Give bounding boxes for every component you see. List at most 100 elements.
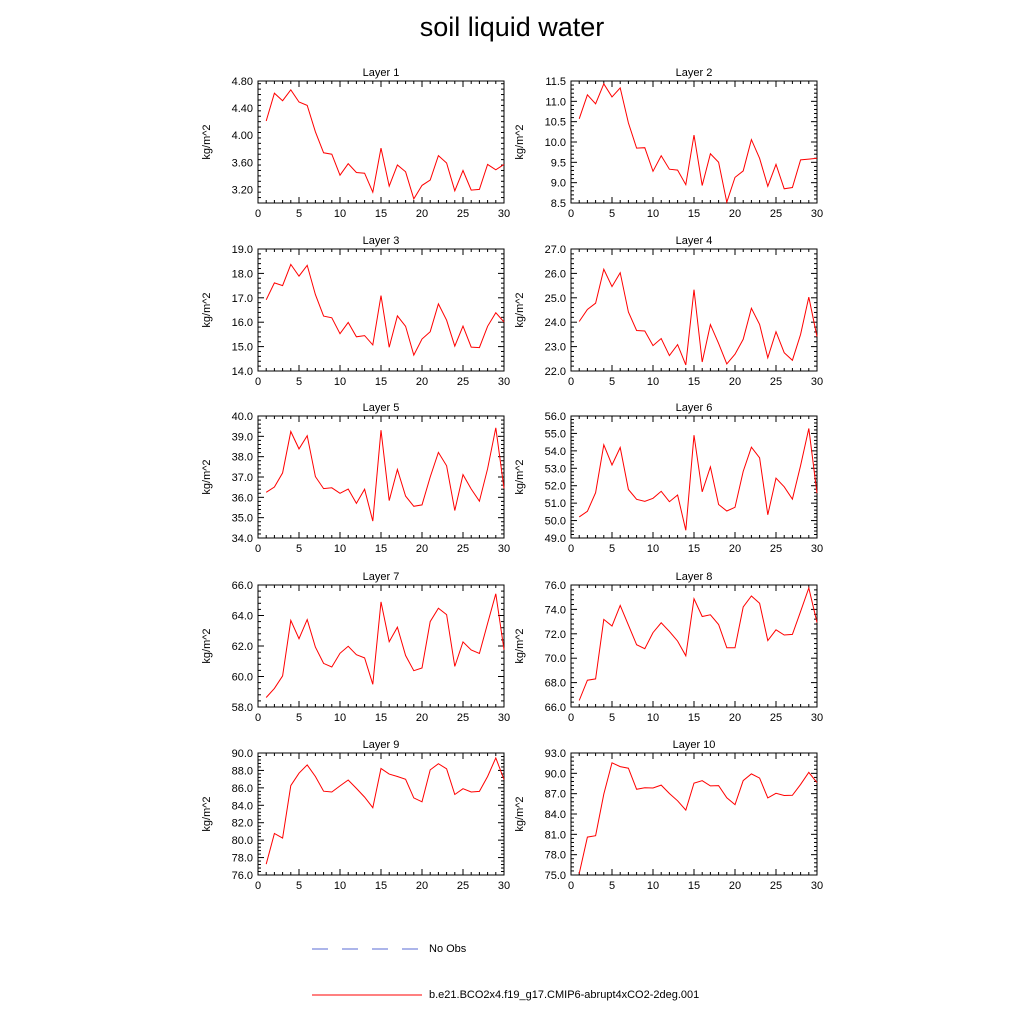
y-axis-label: kg/m^2 <box>514 292 526 327</box>
x-tick-label: 20 <box>729 880 741 892</box>
y-tick-label: 19.0 <box>232 244 253 256</box>
y-tick-label: 53.0 <box>545 463 566 475</box>
plot-frame <box>570 415 818 539</box>
x-tick-label: 0 <box>568 880 574 892</box>
x-tick-label: 25 <box>457 880 469 892</box>
y-tick-label: 10.5 <box>545 117 566 129</box>
panel-title: Layer 7 <box>363 571 400 583</box>
plot-frame <box>257 752 505 876</box>
chart-panel-layer-5: Layer 5 kg/m^2 0 5 10 15 20 25 30 34.0 35.0 36.0 37.… <box>201 402 510 555</box>
y-tick-label: 54.0 <box>545 446 566 458</box>
x-tick-label: 20 <box>416 880 428 892</box>
y-tick-label: 64.0 <box>232 611 253 623</box>
y-axis-label: kg/m^2 <box>514 459 526 494</box>
y-tick-label: 72.0 <box>545 629 566 641</box>
y-axis-label: kg/m^2 <box>201 292 213 327</box>
plot-frame <box>570 752 818 876</box>
y-tick-label: 18.0 <box>232 268 253 280</box>
y-tick-label: 62.0 <box>232 641 253 653</box>
y-tick-label: 11.0 <box>545 96 566 108</box>
series-line <box>265 88 505 201</box>
y-tick-label: 78.0 <box>232 853 253 865</box>
y-tick-label: 87.0 <box>545 789 566 801</box>
y-tick-label: 56.0 <box>545 411 566 423</box>
y-axis-label: kg/m^2 <box>201 796 213 831</box>
legend-model-swatch <box>312 994 422 996</box>
x-tick-label: 30 <box>498 880 510 892</box>
series-line <box>578 586 818 701</box>
x-tick-label: 15 <box>375 712 387 724</box>
y-tick-label: 35.0 <box>232 513 253 525</box>
series-line <box>265 756 505 865</box>
x-tick-label: 30 <box>811 712 823 724</box>
y-tick-label: 17.0 <box>232 293 253 305</box>
legend-obs-label: No Obs <box>429 943 467 955</box>
y-tick-label: 52.0 <box>545 481 566 493</box>
x-tick-label: 30 <box>811 880 823 892</box>
x-tick-label: 25 <box>457 376 469 388</box>
x-tick-label: 5 <box>296 543 302 555</box>
y-tick-label: 15.0 <box>232 342 253 354</box>
y-tick-label: 40.0 <box>232 411 253 423</box>
page-title: soil liquid water <box>419 12 605 42</box>
y-tick-label: 76.0 <box>232 870 253 882</box>
x-tick-label: 25 <box>770 880 782 892</box>
x-tick-label: 5 <box>609 208 615 220</box>
x-tick-label: 20 <box>729 543 741 555</box>
series-line <box>578 762 818 874</box>
y-tick-label: 9.0 <box>551 178 566 190</box>
y-tick-label: 60.0 <box>232 672 253 684</box>
y-tick-label: 49.0 <box>545 533 566 545</box>
y-tick-label: 4.80 <box>232 76 253 88</box>
x-tick-label: 10 <box>334 712 346 724</box>
x-tick-label: 5 <box>609 880 615 892</box>
y-tick-label: 66.0 <box>545 702 566 714</box>
x-tick-label: 15 <box>688 712 700 724</box>
y-tick-label: 75.0 <box>545 870 566 882</box>
y-tick-label: 27.0 <box>545 244 566 256</box>
y-axis-label: kg/m^2 <box>514 124 526 159</box>
x-tick-label: 30 <box>811 376 823 388</box>
x-tick-label: 5 <box>296 208 302 220</box>
x-tick-label: 0 <box>255 712 261 724</box>
y-tick-label: 9.5 <box>551 157 566 169</box>
x-tick-label: 15 <box>688 376 700 388</box>
plot-frame <box>570 584 818 708</box>
y-tick-label: 84.0 <box>232 800 253 812</box>
y-tick-label: 51.0 <box>545 498 566 510</box>
y-tick-label: 68.0 <box>545 678 566 690</box>
chart-panel-layer-4: Layer 4 kg/m^2 0 5 10 15 20 25 30 22.0 23.0 24.0 25.… <box>514 235 823 388</box>
x-tick-label: 10 <box>334 543 346 555</box>
y-axis-label: kg/m^2 <box>201 124 213 159</box>
x-tick-label: 0 <box>568 543 574 555</box>
x-tick-label: 25 <box>770 376 782 388</box>
y-tick-label: 22.0 <box>545 366 566 378</box>
x-tick-label: 10 <box>334 208 346 220</box>
panel-title: Layer 1 <box>363 67 400 79</box>
series-line <box>265 593 505 698</box>
y-tick-label: 39.0 <box>232 431 253 443</box>
chart-panel-layer-1: Layer 1 kg/m^2 0 5 10 15 20 25 30 3.20 3.60 4.00 4.4… <box>201 67 510 220</box>
y-axis-label: kg/m^2 <box>201 459 213 494</box>
y-tick-label: 3.20 <box>232 184 253 196</box>
y-tick-label: 58.0 <box>232 702 253 714</box>
chart-panel-layer-2: Layer 2 kg/m^2 0 5 10 15 20 25 30 8.5 9.0 9.5 10.0 10… <box>514 67 823 220</box>
panel-title: Layer 10 <box>673 739 716 751</box>
x-tick-label: 10 <box>647 712 659 724</box>
y-tick-label: 11.5 <box>545 76 566 88</box>
x-tick-label: 15 <box>375 208 387 220</box>
x-tick-label: 10 <box>647 543 659 555</box>
y-tick-label: 16.0 <box>232 317 253 329</box>
y-tick-label: 26.0 <box>545 268 566 280</box>
x-tick-label: 25 <box>770 543 782 555</box>
panel-title: Layer 8 <box>676 571 713 583</box>
panel-title: Layer 9 <box>363 739 400 751</box>
panel-title: Layer 4 <box>676 235 713 247</box>
x-tick-label: 0 <box>568 376 574 388</box>
plot-frame <box>257 80 505 204</box>
x-tick-label: 5 <box>296 712 302 724</box>
panel-title: Layer 6 <box>676 402 713 414</box>
y-tick-label: 8.5 <box>551 198 566 210</box>
x-tick-label: 20 <box>416 208 428 220</box>
